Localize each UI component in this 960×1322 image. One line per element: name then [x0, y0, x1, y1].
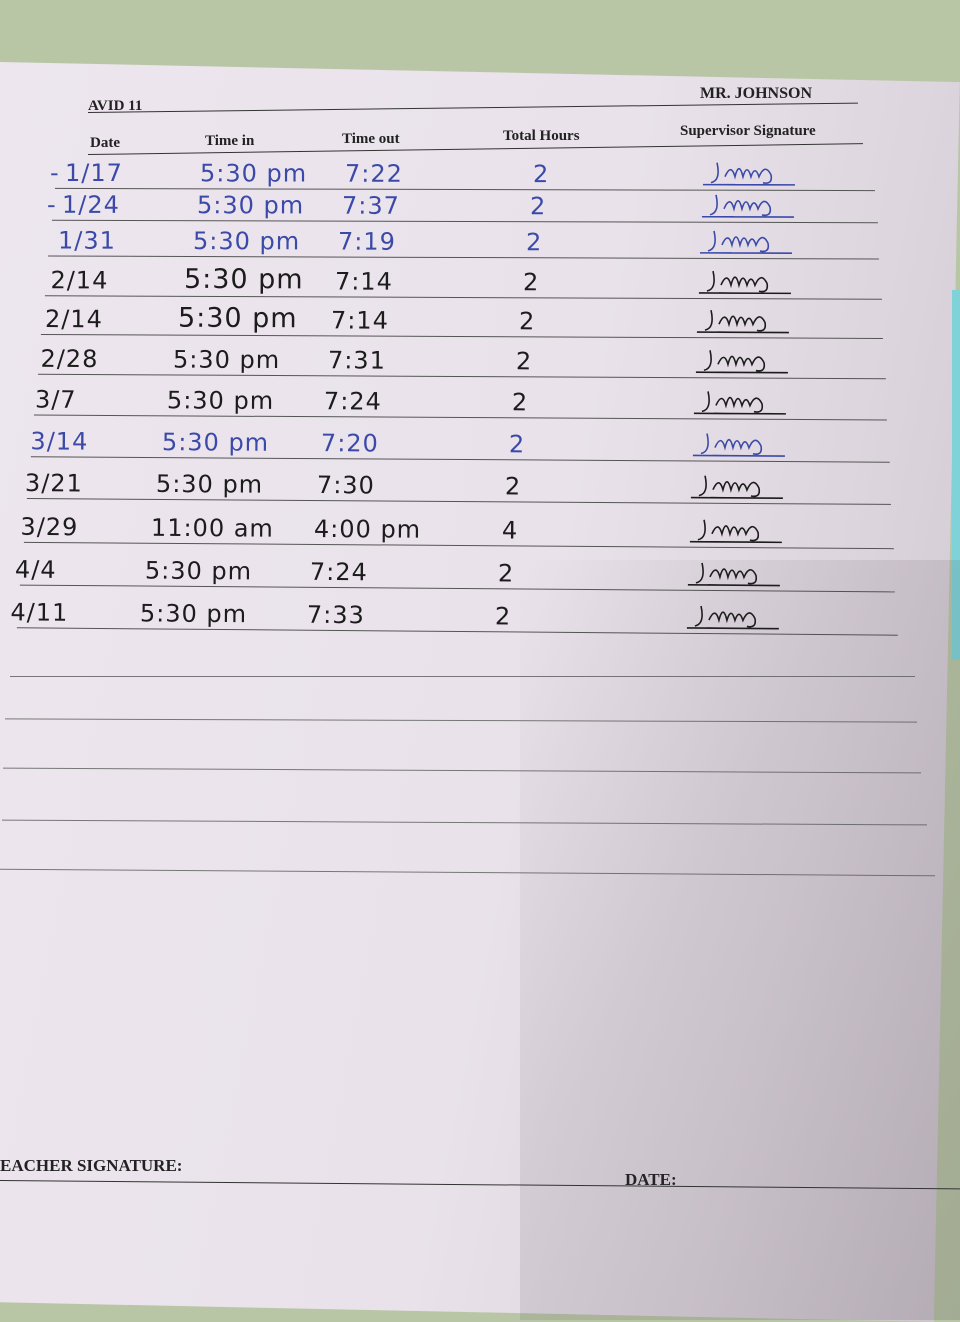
total-hours-cell: 2	[522, 268, 539, 297]
date-cell: 3/21	[24, 469, 83, 498]
col-time-out: Time out	[342, 131, 400, 147]
supervisor-signature-icon	[693, 391, 786, 415]
table-row: 3/29 11:00 am 4:00 pm 4	[19, 503, 893, 550]
supervisor-signature-icon	[699, 230, 792, 255]
total-hours-cell: 2	[525, 228, 543, 257]
teacher-signature-label: EACHER SIGNATURE:	[0, 1156, 183, 1175]
total-hours-cell: 4	[501, 516, 518, 545]
time-in-cell: 5:30 pm	[161, 428, 269, 457]
time-out-cell: 7:37	[341, 191, 400, 220]
time-in-cell: 5:30 pm	[172, 345, 280, 375]
time-out-cell: 4:00 pm	[313, 514, 421, 544]
table-row: 3/21 5:30 pm 7:30 2	[24, 459, 891, 505]
time-out-cell: 7:33	[306, 600, 365, 630]
supervisor-signature-icon	[689, 519, 782, 544]
time-in-cell: 5:30 pm	[183, 263, 304, 296]
date-cell: 2/14	[49, 266, 108, 295]
time-in-cell: 5:30 pm	[177, 302, 298, 335]
supervisor-signature-icon	[698, 270, 791, 295]
date-dash: -	[46, 190, 57, 219]
total-hours-cell: 2	[494, 602, 511, 631]
col-total-hours: Total Hours	[503, 128, 580, 144]
date-cell: 1/31	[57, 226, 116, 255]
supervisor-signature-icon	[687, 562, 780, 587]
time-in-cell: 5:30 pm	[155, 469, 264, 499]
time-in-cell: 5:30 pm	[144, 556, 253, 586]
supervisor-signature-icon	[696, 310, 789, 334]
time-out-cell: 7:14	[334, 267, 393, 296]
date-cell: 2/28	[39, 344, 98, 374]
supervisor-signature-icon	[702, 162, 795, 186]
date-cell: 3/29	[19, 512, 78, 542]
supervisor-signature-icon	[695, 350, 788, 374]
date-cell: 1/24	[61, 190, 120, 219]
table-row: 4/4 5:30 pm 7:24 2	[15, 546, 895, 593]
supervisor-signature-icon	[692, 433, 785, 457]
table-row: 4/11 5:30 pm 7:33 2	[10, 588, 897, 636]
col-supervisor-signature: Supervisor Signature	[680, 123, 816, 139]
date-cell: 2/14	[44, 305, 103, 334]
total-hours-cell: 2	[497, 559, 515, 588]
total-hours-cell: 2	[511, 388, 529, 417]
table-row: -1/17 5:30 pm 7:22 2	[50, 149, 875, 192]
date-label: DATE:	[625, 1170, 677, 1189]
table-row: 2/28 5:30 pm 7:31 2	[37, 335, 885, 380]
time-in-cell: 5:30 pm	[139, 599, 247, 629]
table-row: -1/24 5:30 pm 7:37 2	[46, 181, 877, 224]
table-row: 1/31 5:30 pm 7:19 2	[47, 216, 879, 260]
time-out-cell: 7:24	[309, 557, 368, 587]
time-out-cell: 7:20	[320, 429, 379, 458]
class-name: AVID 11	[88, 98, 143, 114]
time-in-cell: 11:00 am	[150, 513, 274, 543]
date-cell: 3/14	[29, 427, 88, 456]
time-in-cell: 5:30 pm	[192, 227, 301, 256]
total-hours-cell: 2	[508, 430, 525, 459]
blank-line	[10, 676, 915, 677]
time-out-cell: 7:14	[330, 306, 389, 335]
col-time-in: Time in	[205, 133, 255, 149]
total-hours-cell: 2	[515, 347, 532, 376]
table-row: 3/14 5:30 pm 7:20 2	[29, 417, 889, 463]
date-cell: 4/4	[14, 555, 57, 584]
teacher-name: MR. JOHNSON	[700, 85, 812, 102]
table-row: 2/14 5:30 pm 7:14 2	[44, 256, 881, 300]
time-out-cell: 7:31	[327, 346, 386, 375]
time-in-cell: 5:30 pm	[196, 191, 304, 220]
time-out-cell: 7:19	[337, 227, 396, 256]
table-row: 2/14 5:30 pm 7:14 2	[40, 295, 883, 339]
col-date: Date	[90, 135, 120, 151]
date-cell: 4/11	[9, 598, 69, 627]
folder-edge	[952, 290, 960, 660]
supervisor-signature-icon	[690, 475, 783, 500]
date-cell: 3/7	[34, 385, 77, 414]
time-out-cell: 7:24	[323, 387, 382, 416]
table-row: 3/7 5:30 pm 7:24 2	[33, 376, 887, 421]
total-hours-cell: 2	[504, 472, 522, 501]
supervisor-signature-icon	[701, 194, 794, 218]
total-hours-cell: 2	[518, 307, 536, 336]
time-out-cell: 7:30	[316, 471, 375, 500]
time-in-cell: 5:30 pm	[166, 386, 275, 415]
supervisor-signature-icon	[686, 605, 779, 630]
total-hours-cell: 2	[529, 192, 546, 221]
